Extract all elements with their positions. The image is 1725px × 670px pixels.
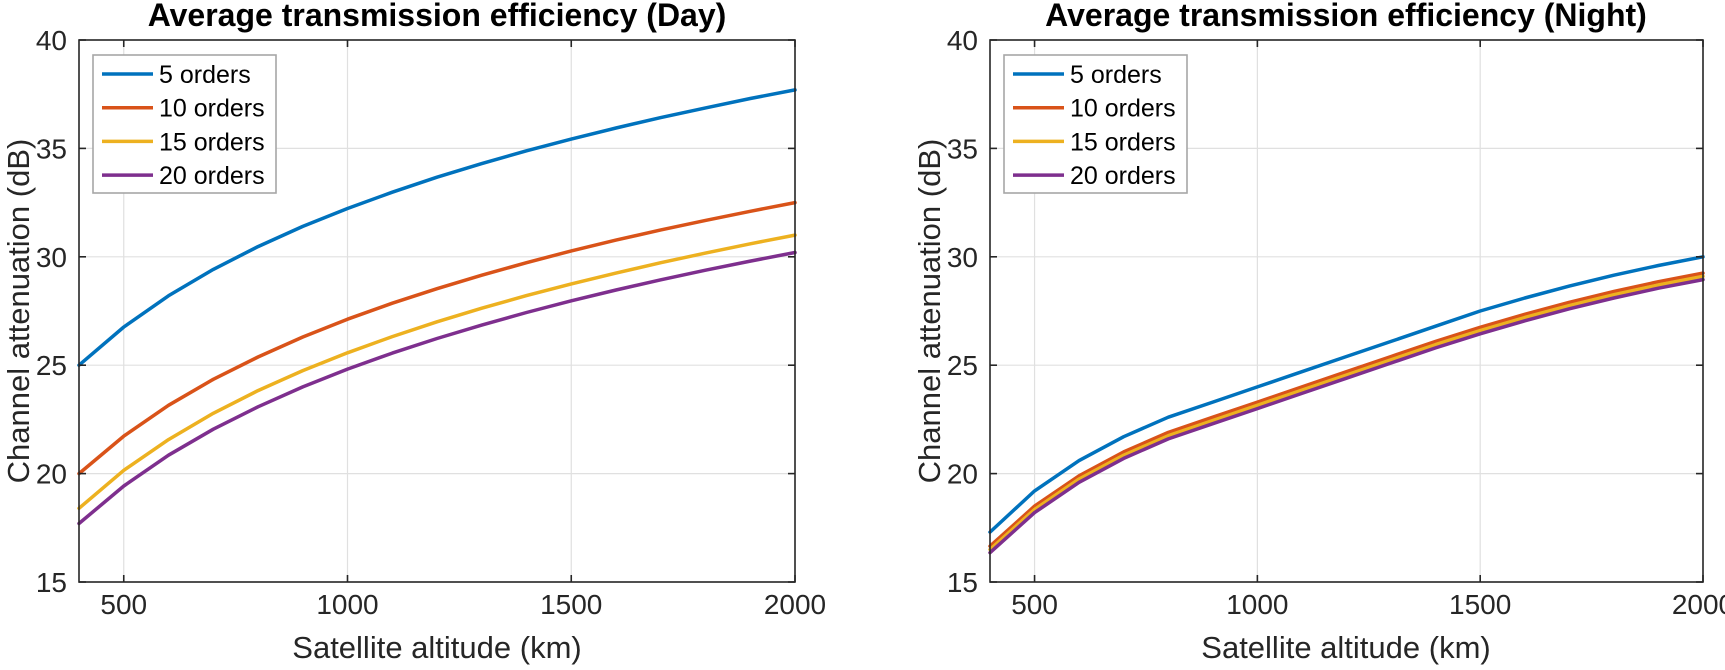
- x-tick-label: 1000: [316, 589, 378, 620]
- chart-title-day: Average transmission efficiency (Day): [147, 0, 727, 33]
- legend-label: 20 orders: [159, 162, 265, 190]
- x-tick-label: 2000: [1672, 589, 1725, 620]
- legend-label: 20 orders: [1070, 162, 1176, 190]
- y-tick-label: 25: [36, 350, 67, 381]
- y-tick-label: 35: [947, 133, 978, 164]
- y-tick-label: 35: [36, 133, 67, 164]
- x-tick-label: 2000: [764, 589, 826, 620]
- x-tick-label: 1000: [1226, 589, 1288, 620]
- y-axis-label-night: Channel attenuation (dB): [912, 138, 947, 484]
- axes-box: [989, 39, 1704, 583]
- x-axis-label-night: Satellite altitude (km): [1201, 630, 1491, 665]
- y-tick-label: 25: [947, 350, 978, 381]
- legend-label: 15 orders: [1070, 128, 1176, 156]
- plot-svg-day: 500 1000 1500 2000 15 20 25 30 35 40 5 orders 10 or…: [36, 25, 826, 620]
- y-axis-label-day: Channel attenuation (dB): [1, 138, 36, 484]
- series-line-5-orders: [77, 88, 797, 367]
- chart-night: 500 1000 1500 2000 15 20 25 30 35 40 5 orders 10 or…: [863, 0, 1725, 670]
- y-tick-label: 30: [947, 242, 978, 273]
- series-line-20-orders: [988, 277, 1705, 555]
- legend-box: [92, 54, 277, 194]
- y-tick-label: 20: [947, 459, 978, 490]
- legend-label: 5 orders: [159, 61, 251, 89]
- chart-day: 500 1000 1500 2000 15 20 25 30 35 40 5 orders 10 or…: [0, 0, 862, 670]
- series-line-5-orders: [988, 255, 1705, 534]
- legend: 5 orders 10 orders 15 orders 20 orders: [1003, 54, 1188, 194]
- legend-label: 5 orders: [1070, 61, 1162, 89]
- legend-label: 15 orders: [159, 128, 265, 156]
- plot-svg-night: 500 1000 1500 2000 15 20 25 30 35 40 5 orders 10 or…: [947, 25, 1725, 620]
- y-tick-label: 40: [947, 25, 978, 56]
- x-axis-label-day: Satellite altitude (km): [292, 630, 582, 665]
- chart-title-night: Average transmission efficiency (Night): [1045, 0, 1647, 33]
- x-tick-label: 500: [100, 589, 147, 620]
- y-tick-label: 15: [36, 567, 67, 598]
- y-tick-label: 30: [36, 242, 67, 273]
- series-line-20-orders: [77, 250, 797, 526]
- legend-label: 10 orders: [159, 95, 265, 123]
- series-line-10-orders: [77, 200, 797, 476]
- legend-label: 10 orders: [1070, 95, 1176, 123]
- y-tick-label: 40: [36, 25, 67, 56]
- series-line-15-orders: [988, 274, 1705, 552]
- x-tick-label: 1500: [540, 589, 602, 620]
- x-tick-label: 1500: [1449, 589, 1511, 620]
- y-tick-label: 15: [947, 567, 978, 598]
- legend: 5 orders 10 orders 15 orders 20 orders: [92, 54, 277, 194]
- series-line-10-orders: [988, 271, 1705, 548]
- series-line-15-orders: [77, 233, 797, 511]
- legend-box: [1003, 54, 1188, 194]
- y-tick-label: 20: [36, 459, 67, 490]
- axes-box: [78, 39, 796, 583]
- x-tick-label: 500: [1011, 589, 1058, 620]
